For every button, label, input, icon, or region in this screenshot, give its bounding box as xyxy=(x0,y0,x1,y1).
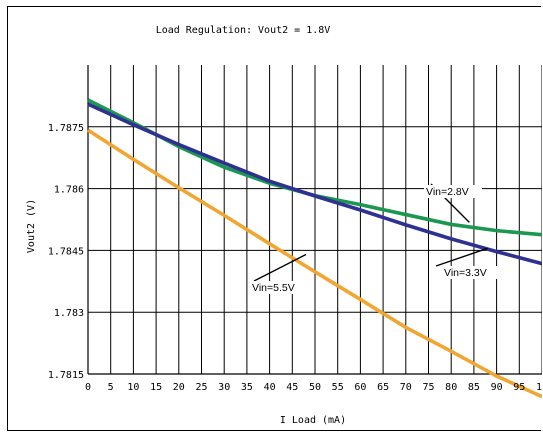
annotation-leader xyxy=(253,253,307,282)
x-tick-label: 80 xyxy=(445,382,457,393)
x-tick-label: 90 xyxy=(491,382,503,393)
annotation-bg xyxy=(424,185,482,198)
chart-title: Load Regulation: Vout2 = 1.8V xyxy=(156,25,331,36)
x-tick-label: 20 xyxy=(173,382,185,393)
x-tick-label: 35 xyxy=(241,382,253,393)
x-tick-label: 5 xyxy=(108,382,114,393)
y-tick-label: 1.783 xyxy=(54,308,84,319)
x-tick-label: 30 xyxy=(218,382,230,393)
chart-frame: Load Regulation: Vout2 = 1.8V I Load (mA… xyxy=(7,6,542,431)
x-tick-label: 70 xyxy=(400,382,412,393)
y-tick-label: 1.7815 xyxy=(48,370,84,381)
line-chart: Load Regulation: Vout2 = 1.8V I Load (mA… xyxy=(26,25,542,426)
annotation-layer: Vin=2.8V Vin=3.3V Vin=5.5V xyxy=(250,183,500,294)
x-tick-label: 55 xyxy=(332,382,344,393)
x-tick-label: 50 xyxy=(309,382,321,393)
annotation-bg xyxy=(442,266,500,279)
annotation-label: Vin=2.8V xyxy=(426,186,469,198)
x-tick-label: 65 xyxy=(377,382,389,393)
x-axis-label: I Load (mA) xyxy=(280,415,346,426)
x-tick-label: 95 xyxy=(513,382,525,393)
x-tick-label: 60 xyxy=(354,382,366,393)
series-line-vin-5-5v xyxy=(87,128,542,399)
x-tick-label: 15 xyxy=(150,382,162,393)
x-tick-label: 10 xyxy=(536,382,542,393)
annotation-label: Vin=5.5V xyxy=(252,282,295,294)
x-tick-label: 0 xyxy=(85,382,91,393)
x-tick-label: 10 xyxy=(127,382,139,393)
tick-layer: 0 5 10 15 20 25 30 35 40 45 50 55 60 65 70 75 80 85 90 95 10… xyxy=(48,123,542,393)
y-tick-label: 1.7845 xyxy=(48,246,84,257)
x-tick-label: 25 xyxy=(195,382,207,393)
series-line-vin-3-3v xyxy=(87,102,542,266)
annotation-bg xyxy=(250,281,308,294)
x-tick-label: 85 xyxy=(468,382,480,393)
grid-layer xyxy=(87,65,542,375)
annotation-leader xyxy=(435,247,488,267)
y-tick-label: 1.7875 xyxy=(48,123,84,134)
y-axis-label: Vout2 (V) xyxy=(26,199,37,253)
x-tick-label: 45 xyxy=(286,382,298,393)
x-tick-label: 40 xyxy=(264,382,276,393)
annotation-label: Vin=3.3V xyxy=(444,267,487,279)
series-layer xyxy=(87,98,542,399)
y-tick-label: 1.786 xyxy=(54,185,84,196)
x-tick-label: 75 xyxy=(422,382,434,393)
